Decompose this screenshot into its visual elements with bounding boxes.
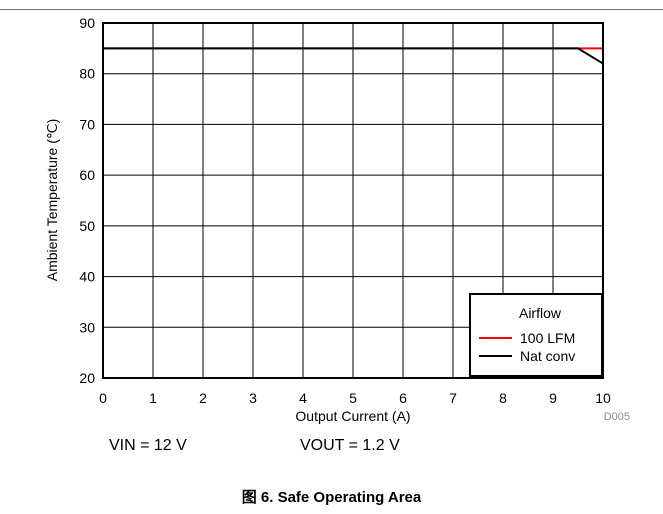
legend-title: Airflow xyxy=(519,305,562,321)
safe-operating-area-chart: 0 1 2 3 4 5 6 7 8 9 10 20 30 40 50 60 70 80 90 Output Cur… xyxy=(0,0,663,430)
x-tick-label: 9 xyxy=(549,390,557,406)
x-tick-label: 3 xyxy=(249,390,257,406)
x-tick-label: 10 xyxy=(595,390,611,406)
vin-condition: VIN = 12 V xyxy=(109,437,187,455)
x-tick-label: 8 xyxy=(499,390,507,406)
x-tick-label: 6 xyxy=(399,390,407,406)
x-tick-label: 2 xyxy=(199,390,207,406)
y-tick-label: 40 xyxy=(79,269,95,285)
y-tick-label: 70 xyxy=(79,116,95,132)
legend: Airflow 100 LFM Nat conv xyxy=(470,294,602,376)
y-tick-label: 60 xyxy=(79,167,95,183)
figure-caption: 图 6. Safe Operating Area xyxy=(0,486,663,507)
y-tick-label: 90 xyxy=(79,15,95,31)
legend-label-100-lfm: 100 LFM xyxy=(520,330,575,346)
x-tick-label: 7 xyxy=(449,390,457,406)
y-tick-label: 50 xyxy=(79,218,95,234)
y-tick-label: 30 xyxy=(79,319,95,335)
x-tick-label: 1 xyxy=(149,390,157,406)
x-axis-label: Output Current (A) xyxy=(295,408,410,424)
legend-label-nat-conv: Nat conv xyxy=(520,348,575,364)
x-tick-label: 4 xyxy=(299,390,307,406)
vout-condition: VOUT = 1.2 V xyxy=(300,437,400,455)
y-tick-label: 20 xyxy=(79,370,95,386)
figure-code: D005 xyxy=(604,411,630,423)
x-tick-label: 5 xyxy=(349,390,357,406)
x-tick-labels: 0 1 2 3 4 5 6 7 8 9 10 xyxy=(99,390,611,406)
y-tick-labels: 20 30 40 50 60 70 80 90 xyxy=(79,15,95,386)
y-tick-label: 80 xyxy=(79,66,95,82)
x-tick-label: 0 xyxy=(99,390,107,406)
y-axis-label: Ambient Temperature (℃) xyxy=(44,119,60,282)
